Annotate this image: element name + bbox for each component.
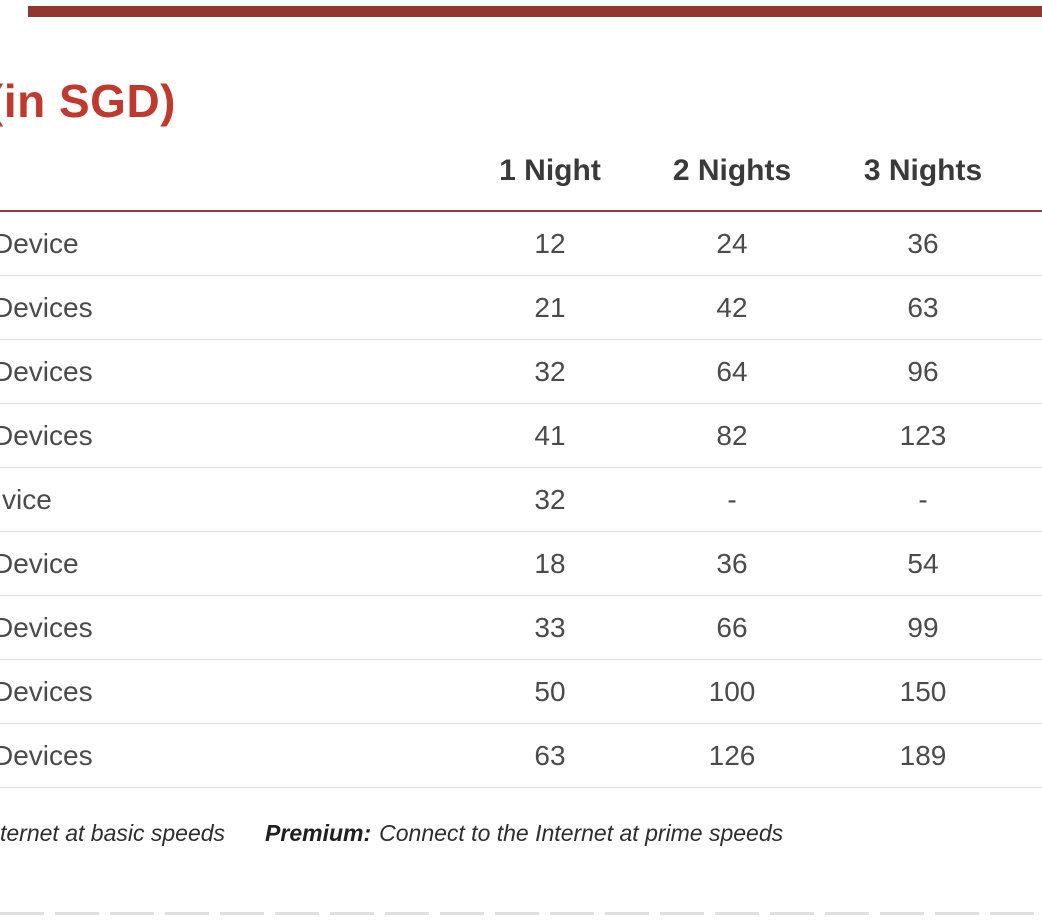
price-cell: 96 — [907, 355, 939, 387]
premium-speed-note: Connect to the Internet at prime speeds — [379, 820, 784, 846]
price-cell: 12 — [534, 227, 566, 259]
top-accent-bar — [28, 6, 1042, 17]
column-header-2-nights: 2 Nights — [672, 154, 792, 187]
premium-label: Premium: — [265, 820, 372, 846]
price-cell: 36 — [716, 547, 748, 579]
speed-legend: ternet at basic speeds Premium: Connect to… — [0, 816, 1042, 850]
column-header-empty — [0, 171, 440, 185]
price-cell: 64 — [716, 355, 748, 387]
price-cell: 150 — [899, 675, 947, 707]
column-header-1-night: 1 Night — [499, 154, 601, 187]
row-label: Devices — [0, 611, 93, 643]
price-cell: 63 — [534, 739, 566, 771]
price-cell: 42 — [716, 291, 748, 323]
price-cell: 36 — [907, 227, 939, 259]
pricing-table: 1 Night 2 Nights 3 Nights Device 12 24 3… — [0, 146, 1042, 788]
table-row: Devices 50 100 150 — [0, 660, 1042, 724]
price-cell: 123 — [899, 419, 947, 451]
price-cell: 21 — [534, 291, 566, 323]
price-cell: - — [727, 483, 737, 515]
price-cell: 32 — [534, 355, 566, 387]
table-row: Devices 33 66 99 — [0, 596, 1042, 660]
row-label: Devices — [0, 675, 93, 707]
row-label: vice — [2, 483, 52, 515]
table-row: Device 12 24 36 — [0, 212, 1042, 276]
price-cell: 99 — [907, 611, 939, 643]
table-header-row: 1 Night 2 Nights 3 Nights — [0, 146, 1042, 212]
basic-speed-note: ternet at basic speeds — [0, 820, 226, 846]
bottom-dashed-divider — [0, 912, 1042, 915]
row-label: Devices — [0, 739, 93, 771]
price-cell: 33 — [534, 611, 566, 643]
page-title: (in SGD) — [0, 75, 176, 127]
price-cell: 54 — [907, 547, 939, 579]
price-cell: 63 — [907, 291, 939, 323]
price-cell: 82 — [716, 419, 748, 451]
row-label: Device — [0, 227, 79, 259]
price-cell: 189 — [899, 739, 947, 771]
table-row: vice 32 - - — [0, 468, 1042, 532]
price-cell: 18 — [534, 547, 566, 579]
row-label: Devices — [0, 355, 93, 387]
column-header-3-nights: 3 Nights — [863, 154, 983, 187]
table-row: Devices 21 42 63 — [0, 276, 1042, 340]
table-row: Device 18 36 54 — [0, 532, 1042, 596]
price-cell: 24 — [716, 227, 748, 259]
price-cell: 32 — [534, 483, 566, 515]
table-row: Devices 41 82 123 — [0, 404, 1042, 468]
row-label: Devices — [0, 419, 93, 451]
row-label: Devices — [0, 291, 93, 323]
price-cell: 50 — [534, 675, 566, 707]
row-label: Device — [0, 547, 79, 579]
table-row: Devices 63 126 189 — [0, 724, 1042, 788]
table-row: Devices 32 64 96 — [0, 340, 1042, 404]
price-cell: 100 — [708, 675, 756, 707]
price-cell: 126 — [708, 739, 756, 771]
price-cell: 66 — [716, 611, 748, 643]
price-cell: - — [918, 483, 928, 515]
price-cell: 41 — [534, 419, 566, 451]
